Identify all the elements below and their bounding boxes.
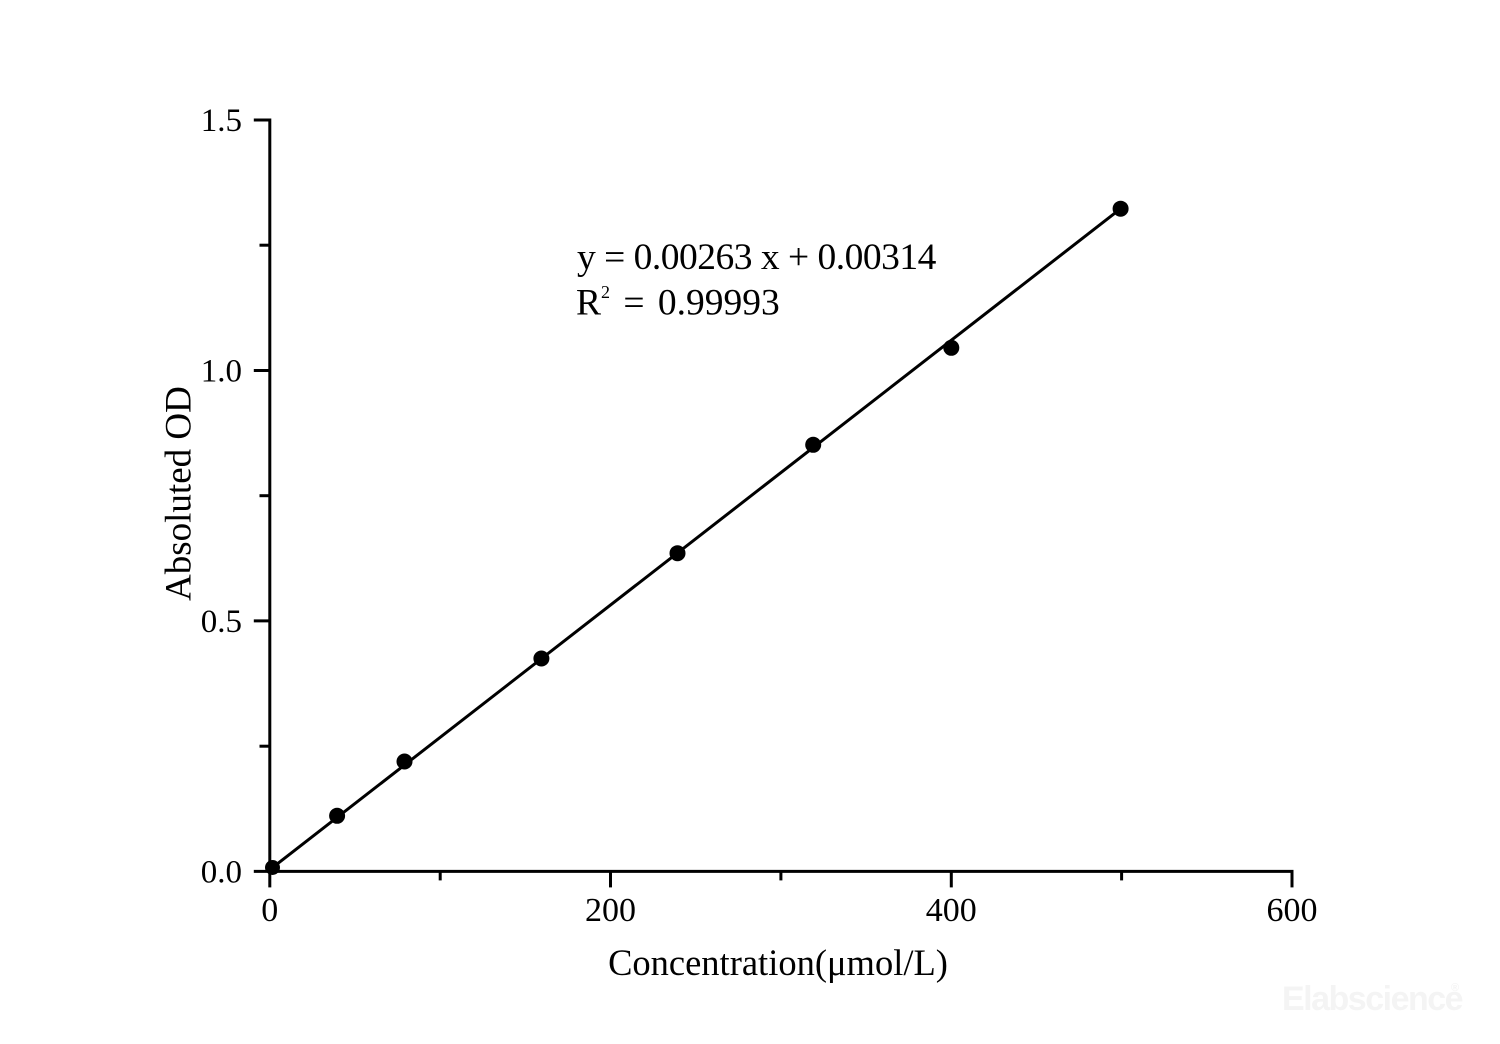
svg-text:400: 400	[926, 892, 977, 929]
svg-text:Absoluted OD: Absoluted OD	[159, 386, 200, 601]
svg-text:0: 0	[261, 892, 278, 929]
svg-text:Elabscience: Elabscience	[1282, 980, 1463, 1018]
svg-text:0.0: 0.0	[201, 854, 242, 890]
svg-text:1.5: 1.5	[201, 103, 242, 139]
svg-text:600: 600	[1267, 892, 1318, 929]
svg-text:Concentration(μmol/L): Concentration(μmol/L)	[608, 942, 948, 983]
svg-text:1.0: 1.0	[201, 353, 242, 389]
svg-text:200: 200	[585, 892, 636, 929]
svg-text:y = 0.00263 x + 0.00314: y = 0.00263 x + 0.00314	[577, 237, 937, 278]
svg-text:R2 = 0.99993: R2 = 0.99993	[576, 282, 780, 324]
svg-text:®: ®	[1451, 982, 1459, 994]
svg-text:0.5: 0.5	[201, 604, 242, 640]
